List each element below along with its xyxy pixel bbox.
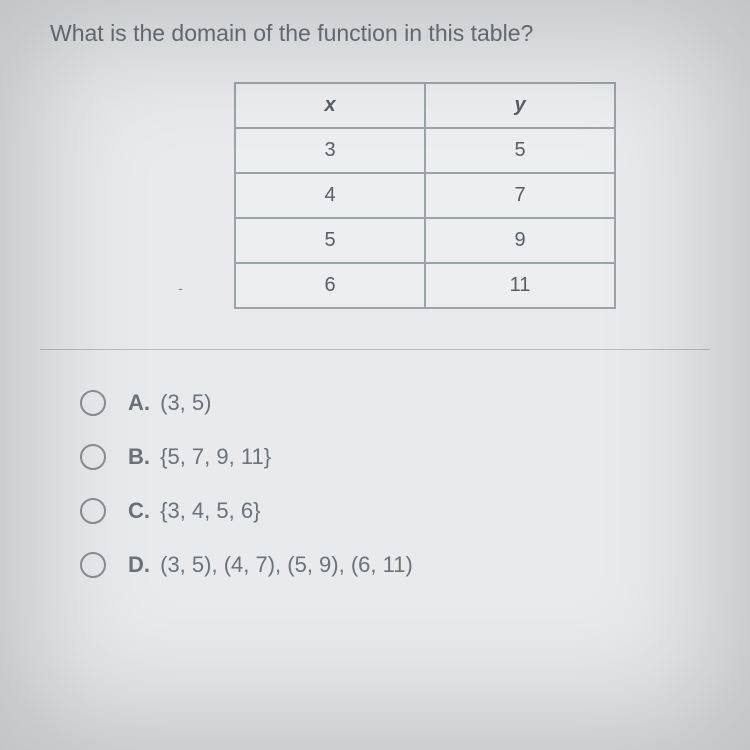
radio-icon[interactable]	[80, 498, 106, 524]
option-label: D. (3, 5), (4, 7), (5, 9), (6, 11)	[128, 552, 413, 578]
option-letter: A.	[128, 390, 150, 415]
option-text: {3, 4, 5, 6}	[160, 498, 260, 523]
option-c[interactable]: C. {3, 4, 5, 6}	[80, 498, 710, 524]
column-header-x: x	[235, 83, 425, 128]
option-letter: C.	[128, 498, 150, 523]
table-row: 6 11	[235, 263, 615, 308]
cell-y: 5	[425, 128, 615, 173]
function-table: x y 3 5 4 7 5 9 6 11	[234, 82, 616, 309]
option-text: (3, 5)	[160, 390, 211, 415]
cell-x: 4	[235, 173, 425, 218]
question-text: What is the domain of the function in th…	[50, 20, 710, 47]
table-row: 5 9	[235, 218, 615, 263]
option-label: C. {3, 4, 5, 6}	[128, 498, 260, 524]
option-label: A. (3, 5)	[128, 390, 211, 416]
option-text: (3, 5), (4, 7), (5, 9), (6, 11)	[160, 552, 413, 577]
cell-y: 9	[425, 218, 615, 263]
option-letter: D.	[128, 552, 150, 577]
stray-mark: -	[178, 280, 183, 296]
question-container: What is the domain of the function in th…	[0, 0, 750, 626]
column-header-y: y	[425, 83, 615, 128]
table-row: 3 5	[235, 128, 615, 173]
cell-x: 6	[235, 263, 425, 308]
table-header-row: x y	[235, 83, 615, 128]
option-a[interactable]: A. (3, 5)	[80, 390, 710, 416]
cell-y: 7	[425, 173, 615, 218]
section-divider	[40, 349, 710, 350]
option-label: B. {5, 7, 9, 11}	[128, 444, 271, 470]
radio-icon[interactable]	[80, 444, 106, 470]
cell-x: 3	[235, 128, 425, 173]
function-table-container: x y 3 5 4 7 5 9 6 11	[140, 82, 710, 309]
answer-options: A. (3, 5) B. {5, 7, 9, 11} C. {3, 4, 5, …	[80, 390, 710, 578]
radio-icon[interactable]	[80, 390, 106, 416]
radio-icon[interactable]	[80, 552, 106, 578]
cell-y: 11	[425, 263, 615, 308]
option-text: {5, 7, 9, 11}	[160, 444, 271, 469]
option-letter: B.	[128, 444, 150, 469]
table-row: 4 7	[235, 173, 615, 218]
option-d[interactable]: D. (3, 5), (4, 7), (5, 9), (6, 11)	[80, 552, 710, 578]
cell-x: 5	[235, 218, 425, 263]
option-b[interactable]: B. {5, 7, 9, 11}	[80, 444, 710, 470]
